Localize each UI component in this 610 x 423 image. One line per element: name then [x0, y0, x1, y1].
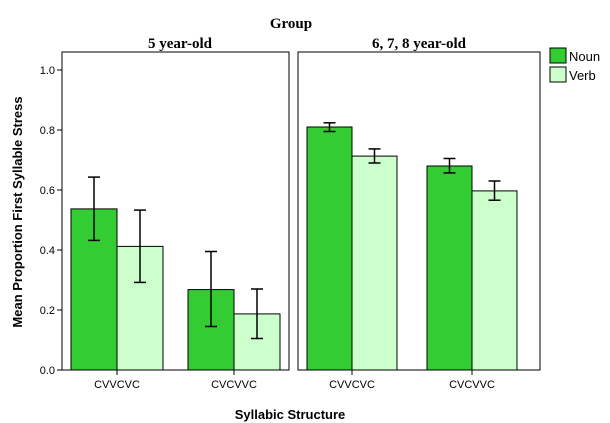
x-tick-label: CVCVVC — [449, 379, 495, 391]
legend-label-verb: Verb — [569, 68, 596, 83]
bar-verb-cvcvvc — [471, 190, 518, 371]
x-axis-label: Syllabic Structure — [235, 407, 346, 422]
legend-label-noun: Noun — [569, 49, 600, 64]
error-bars — [88, 122, 501, 340]
bar-noun-cvvcvc — [306, 126, 353, 371]
bar-noun-cvcvvc — [426, 165, 473, 371]
bar-verb-cvvcvc — [351, 155, 398, 371]
x-axis-ticks: CVVCVC CVCVVC CVVCVC CVCVVC — [94, 370, 495, 391]
panel-title-5-year-old: 5 year-old — [148, 36, 213, 52]
bar-noun-cvcvvc — [187, 289, 235, 371]
y-tick-label: 0.6 — [40, 185, 55, 197]
y-axis: 0.0 0.2 0.4 0.6 0.8 1.0 — [40, 65, 62, 377]
chart-title: Group — [270, 16, 312, 32]
y-axis-label: Mean Proportion First Syllable Stress — [10, 96, 25, 327]
y-tick-label: 0.8 — [40, 125, 55, 137]
y-tick-label: 0.0 — [40, 365, 55, 377]
y-tick-label: 0.4 — [40, 245, 55, 257]
x-tick-label: CVCVVC — [211, 379, 257, 391]
legend-swatch-verb — [549, 66, 567, 83]
legend: Noun Verb — [549, 47, 600, 83]
y-tick-label: 0.2 — [40, 305, 55, 317]
panel-frame-5-year-old — [61, 51, 290, 371]
panel-frame-6-7-8-year-old — [297, 51, 541, 371]
y-tick-label: 1.0 — [40, 65, 55, 77]
legend-swatch-noun — [549, 47, 567, 64]
panel-title-6-7-8-year-old: 6, 7, 8 year-old — [372, 36, 467, 52]
x-tick-label: CVVCVC — [94, 379, 140, 391]
x-tick-label: CVVCVC — [329, 379, 375, 391]
